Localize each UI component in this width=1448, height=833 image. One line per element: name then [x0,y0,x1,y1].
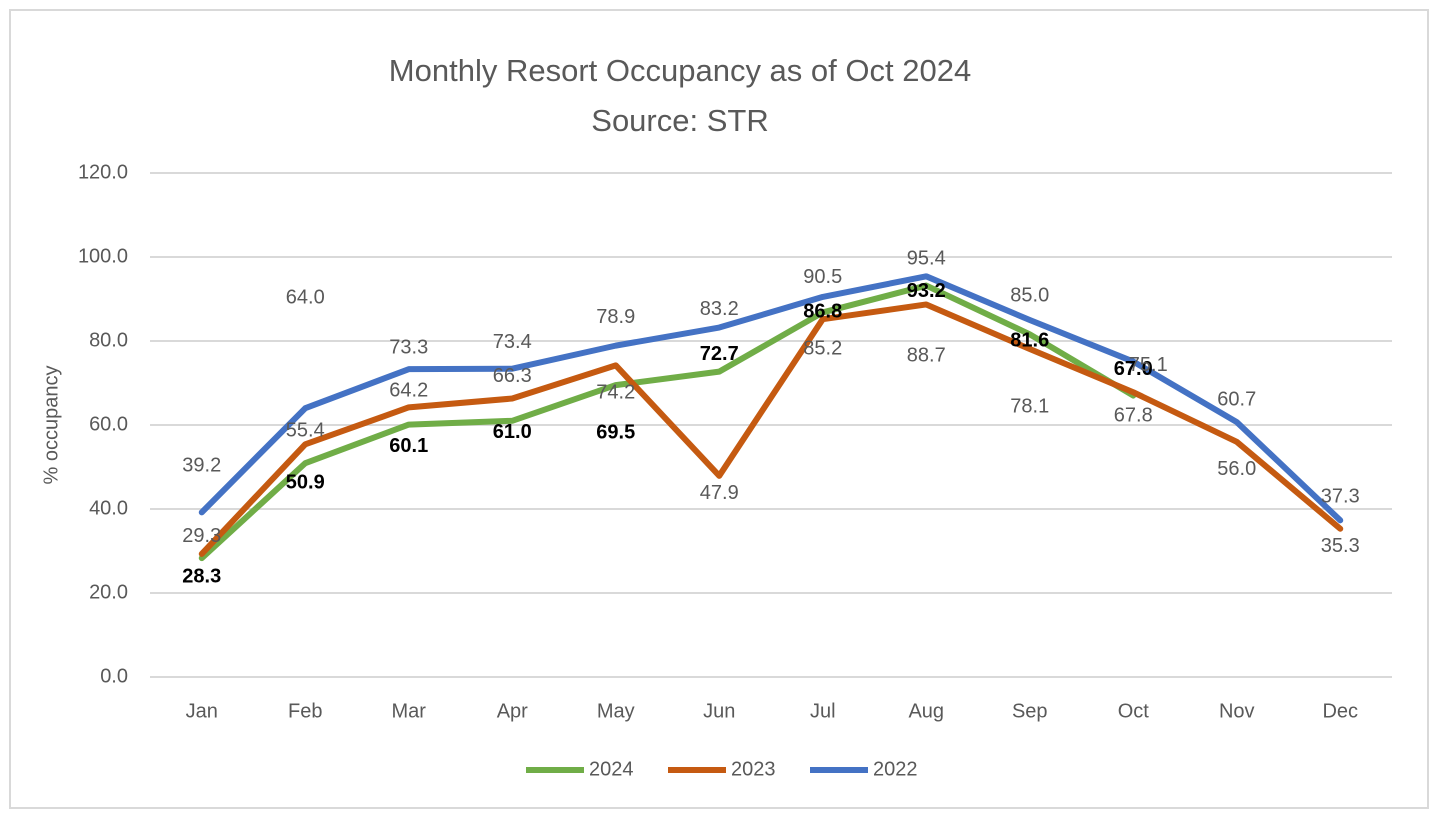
data-label: 47.9 [700,482,739,504]
data-label: 28.3 [182,565,221,587]
data-label: 73.3 [389,336,428,358]
data-label: 55.4 [286,420,325,442]
data-label: 60.1 [389,435,428,457]
data-label: 73.4 [493,331,532,353]
chart-subtitle: Source: STR [591,103,768,138]
x-tick-label: Feb [288,700,322,722]
y-tick-label: 100.0 [78,245,128,267]
chart-title: Monthly Resort Occupancy as of Oct 2024 [389,53,971,88]
series-line [198,273,1344,524]
data-label: 75.1 [1129,354,1168,376]
data-label: 85.0 [1010,284,1049,306]
x-tick-label: May [597,700,635,722]
chart-border [9,9,1429,809]
x-tick-label: Jun [703,700,735,722]
y-tick-label: 20.0 [89,581,128,603]
y-tick-label: 0.0 [100,665,128,687]
data-label: 72.7 [700,343,739,365]
x-tick-label: Oct [1118,700,1150,722]
data-label: 88.7 [907,345,946,367]
y-tick-label: 40.0 [89,497,128,519]
data-label: 74.2 [596,382,635,404]
data-label: 66.3 [493,365,532,387]
data-label: 37.3 [1321,486,1360,508]
data-label: 50.9 [286,472,325,494]
data-label: 93.2 [907,280,946,302]
x-tick-label: Sep [1012,700,1048,722]
data-label: 86.8 [803,301,842,323]
data-label: 78.1 [1010,395,1049,417]
x-tick-label: Mar [392,700,427,722]
x-tick-label: Jan [186,700,218,722]
series-line [198,301,1344,557]
y-tick-label: 80.0 [89,329,128,351]
x-tick-label: Dec [1322,700,1358,722]
legend-label: 2024 [589,758,634,780]
x-tick-label: Aug [908,700,944,722]
data-label: 56.0 [1217,458,1256,480]
x-tick-label: Apr [497,700,528,722]
data-label: 64.0 [286,286,325,308]
legend-label: 2023 [731,758,776,780]
data-label: 90.5 [803,266,842,288]
data-label: 67.8 [1114,405,1153,427]
y-tick-label: 60.0 [89,413,128,435]
data-label: 81.6 [1010,330,1049,352]
data-label: 67.0 [1114,358,1153,380]
data-label: 60.7 [1217,388,1256,410]
legend-label: 2022 [873,758,918,780]
data-label: 61.0 [493,421,532,443]
y-tick-label: 120.0 [78,161,128,183]
y-axis-label: % occupancy [40,366,62,485]
data-label: 39.2 [182,455,221,477]
data-label: 69.5 [596,421,635,443]
data-label: 35.3 [1321,535,1360,557]
data-label: 29.3 [182,525,221,547]
x-tick-label: Nov [1219,700,1255,722]
data-label: 64.2 [389,380,428,402]
data-label: 95.4 [907,248,946,270]
x-tick-label: Jul [810,700,836,722]
data-label: 78.9 [596,306,635,328]
data-label: 83.2 [700,298,739,320]
data-label: 85.2 [803,337,842,359]
series-line [198,282,1137,562]
